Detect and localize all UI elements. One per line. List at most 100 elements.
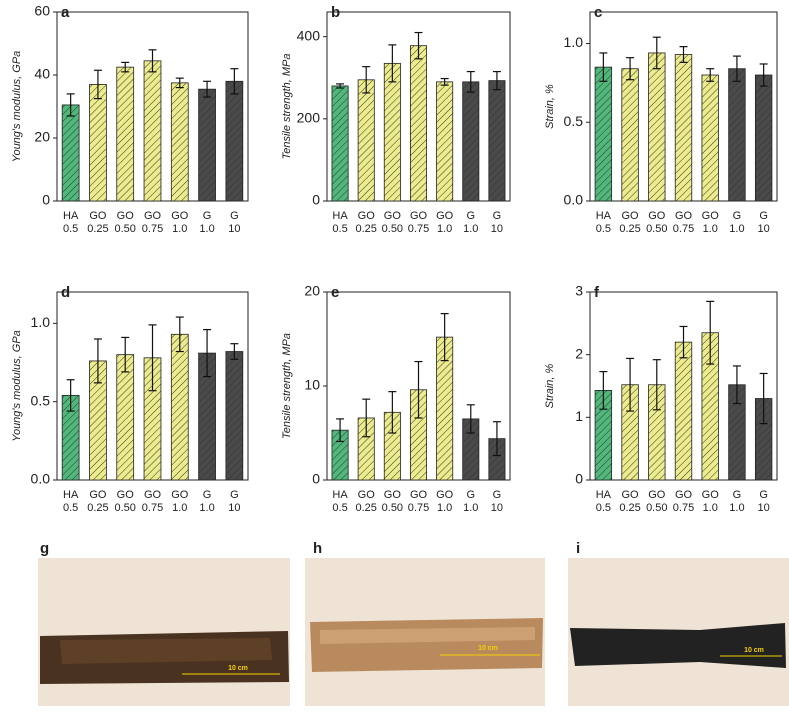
x-tick-label: 1.0 (172, 223, 187, 235)
error-bar (466, 404, 475, 434)
error-bar (492, 70, 501, 91)
error-bar (759, 372, 768, 425)
x-tick-label: GO (89, 210, 107, 222)
y-tick-label: 20 (34, 129, 50, 145)
x-tick-label: G (467, 489, 476, 501)
y-tick-label: 0.5 (31, 392, 51, 408)
x-tick-label: 0.25 (356, 502, 377, 514)
x-tick-label: G (759, 210, 768, 222)
panel-label: f (594, 284, 600, 301)
error-bar (175, 316, 184, 353)
y-tick-label: 1.0 (31, 314, 51, 330)
error-bar (466, 70, 475, 93)
bar (116, 66, 135, 202)
x-tick-label: G (493, 489, 502, 501)
strip (310, 618, 543, 672)
x-tick-label: 1.0 (199, 502, 214, 514)
x-tick-label: 0.50 (382, 223, 403, 235)
y-tick-label: 1 (575, 408, 583, 424)
x-tick-label: 0.25 (356, 223, 377, 235)
panel-label: g (40, 540, 49, 557)
y-tick-label: 0.0 (31, 471, 51, 487)
x-tick-label: G (493, 210, 502, 222)
x-tick-label: GO (358, 489, 376, 501)
panel-label: a (61, 4, 70, 21)
x-tick-label: 1.0 (437, 223, 452, 235)
x-tick-label: GO (384, 489, 402, 501)
x-tick-label: G (203, 489, 212, 501)
y-tick-label: 20 (304, 283, 320, 299)
panel-label: b (331, 4, 340, 21)
photo-i: 10 cm i (568, 540, 789, 706)
x-tick-label: GO (675, 489, 693, 501)
x-tick-label: 0.50 (646, 223, 667, 235)
bar (674, 341, 693, 481)
panel-label: i (576, 540, 580, 557)
x-tick-label: 0.25 (87, 502, 108, 514)
y-tick-label: 10 (304, 377, 320, 393)
x-tick-label: HA (332, 489, 348, 501)
bar (462, 81, 480, 202)
x-tick-label: HA (63, 210, 79, 222)
x-tick-label: 10 (758, 502, 770, 514)
bar (754, 74, 773, 202)
x-tick-label: GO (410, 489, 428, 501)
x-tick-label: G (230, 210, 239, 222)
x-tick-label: GO (648, 489, 666, 501)
y-tick-label: 0.0 (564, 192, 584, 208)
x-tick-label: GO (171, 210, 189, 222)
x-tick-label: GO (436, 489, 454, 501)
x-tick-label: HA (596, 210, 612, 222)
error-bar (148, 324, 157, 392)
x-tick-label: 0.5 (63, 502, 78, 514)
x-tick-label: HA (63, 489, 79, 501)
y-tick-label: 0 (312, 192, 320, 208)
error-bar (626, 57, 635, 81)
x-tick-label: 10 (228, 223, 240, 235)
bar (198, 88, 216, 202)
y-tick-label: 0.5 (564, 113, 584, 129)
bar-chart: 0200400HA0.5GO0.25GO0.50GO0.75GO1.0G1.0G… (281, 4, 511, 235)
bar (728, 68, 746, 202)
x-tick-label: GO (117, 210, 135, 222)
error-bar (679, 325, 688, 359)
x-tick-label: HA (596, 489, 612, 501)
x-tick-label: GO (384, 210, 402, 222)
bar (116, 354, 135, 481)
error-bar (93, 338, 102, 384)
x-tick-label: 1.0 (199, 223, 214, 235)
y-tick-label: 0 (312, 471, 320, 487)
x-tick-label: 10 (491, 223, 503, 235)
y-tick-label: 3 (575, 283, 583, 299)
bar-chart: 0123HA0.5GO0.25GO0.50GO0.75GO1.0G1.0G10f… (544, 283, 778, 514)
x-tick-label: G (230, 489, 239, 501)
error-bar (336, 83, 345, 89)
strip-texture (320, 627, 535, 644)
error-bar (148, 49, 157, 73)
x-tick-label: GO (171, 489, 189, 501)
error-bar (492, 421, 501, 457)
x-tick-label: 1.0 (172, 502, 187, 514)
x-tick-label: 1.0 (703, 223, 718, 235)
error-bar (706, 300, 715, 365)
panel-label: c (594, 4, 602, 21)
bar (383, 62, 401, 202)
y-tick-label: 400 (297, 27, 321, 43)
y-axis-label: Young's modulus, GPa (11, 330, 23, 442)
panel-label: d (61, 284, 70, 301)
x-tick-label: GO (436, 210, 454, 222)
x-tick-label: 1.0 (463, 223, 478, 235)
error-bar (121, 336, 130, 373)
bar (225, 80, 244, 202)
bar-chart: 0.00.51.0HA0.5GO0.25GO0.50GO0.75GO1.0G1.… (11, 284, 249, 514)
y-axis-label: Tensile strength, MPa (281, 333, 293, 439)
x-tick-label: 1.0 (463, 502, 478, 514)
x-tick-label: 0.75 (142, 223, 163, 235)
x-tick-label: 0.75 (408, 223, 429, 235)
strip-texture (60, 638, 272, 664)
bar (648, 52, 666, 202)
error-bar (66, 379, 75, 412)
bar (488, 80, 506, 202)
bar (225, 351, 244, 481)
x-tick-label: GO (117, 489, 135, 501)
